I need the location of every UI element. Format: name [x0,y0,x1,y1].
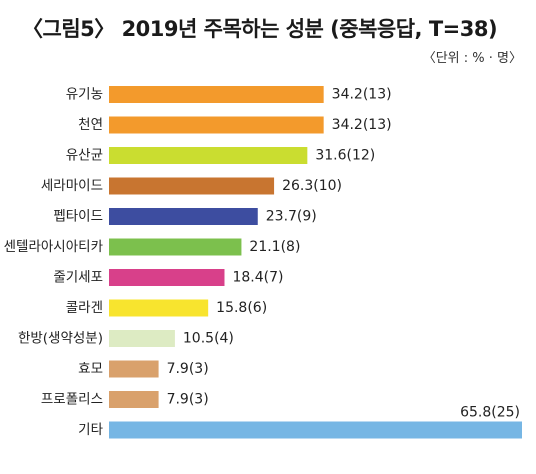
category-label-8: 콜라겐 [66,300,103,316]
value-label-5: 23.7(9) [266,209,317,225]
value-label-8: 15.8(6) [216,300,267,316]
bar-11 [109,391,159,408]
category-label-9: 한방(생약성분) [18,331,103,347]
category-label-7: 줄기세포 [53,270,103,286]
bar-5 [109,208,258,225]
bar-12 [109,421,522,439]
value-label-11: 7.9(3) [167,392,209,408]
category-label-1: 유기농 [66,87,103,103]
bar-9 [109,330,175,347]
bar-7 [109,269,225,286]
value-label-6: 21.1(8) [249,239,300,255]
category-label-2: 천연 [78,117,103,133]
bar-10 [109,360,159,378]
value-label-10: 7.9(3) [167,361,209,377]
bar-1 [109,86,324,103]
category-label-6: 센텔라아시아티카 [4,239,103,255]
chart-title: 〈그림5〉 2019년 주목하는 성분 (중복응답, T=38) [22,17,498,41]
category-label-5: 펩타이드 [53,209,103,225]
bar-3 [109,147,308,164]
bar-2 [109,116,324,134]
category-label-11: 프로폴리스 [41,392,103,408]
value-label-4: 26.3(10) [282,178,342,194]
value-label-1: 34.2(13) [332,87,392,103]
category-label-3: 유산균 [66,148,103,164]
value-label-7: 18.4(7) [232,270,283,286]
category-label-4: 세라마이드 [41,178,103,194]
value-label-12: 65.8(25) [460,405,520,421]
category-label-12: 기타 [78,422,103,438]
bar-4 [109,177,275,195]
bar-8 [109,299,209,317]
category-label-10: 효모 [78,361,103,377]
value-label-9: 10.5(4) [183,331,234,347]
unit-note: 〈단위 : % · 명〉 [422,51,522,66]
bar-6 [109,238,242,256]
value-label-2: 34.2(13) [332,117,392,133]
value-label-3: 31.6(12) [315,148,375,164]
